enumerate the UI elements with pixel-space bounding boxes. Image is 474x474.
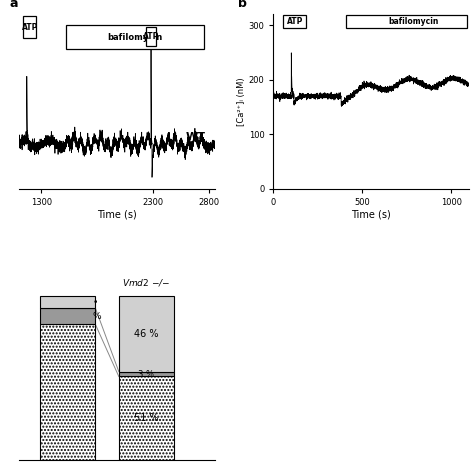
Text: a: a (9, 0, 18, 10)
Bar (146, 27, 156, 46)
Bar (40, 296, 95, 308)
Text: WT: WT (186, 131, 206, 142)
Bar (40, 308, 95, 324)
Bar (119, 372, 173, 376)
Text: b: b (238, 0, 247, 10)
Text: 51 %: 51 % (134, 413, 158, 423)
Bar (40, 324, 95, 460)
X-axis label: Time (s): Time (s) (97, 210, 137, 220)
X-axis label: Time (s): Time (s) (352, 210, 391, 220)
Text: ATP: ATP (143, 32, 159, 41)
Text: •: • (92, 298, 98, 307)
Bar (66, 25, 203, 49)
Bar (119, 376, 173, 460)
Text: bafilomycin: bafilomycin (107, 33, 163, 42)
Bar (119, 296, 173, 372)
Text: $Vmd2$ $-$/$-$: $Vmd2$ $-$/$-$ (122, 277, 171, 288)
Text: bafilomycin: bafilomycin (389, 17, 439, 26)
Bar (23, 16, 36, 38)
Text: 46 %: 46 % (134, 329, 158, 339)
Text: 3 %: 3 % (138, 370, 154, 379)
Y-axis label: [Ca²⁺]ᵢ (nM): [Ca²⁺]ᵢ (nM) (237, 77, 246, 126)
Bar (283, 15, 306, 28)
Text: ATP: ATP (287, 17, 303, 26)
Text: %: % (92, 311, 101, 320)
Text: ATP: ATP (22, 23, 38, 32)
Bar (346, 15, 467, 28)
